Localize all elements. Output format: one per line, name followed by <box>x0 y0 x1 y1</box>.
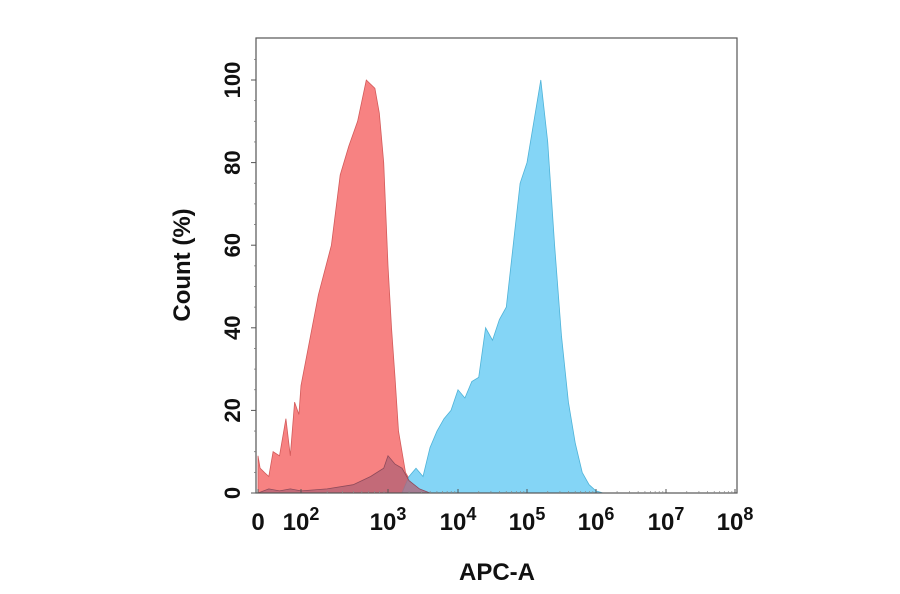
y-axis-title: Count (%) <box>169 208 196 321</box>
positive-histogram <box>401 79 604 494</box>
x-tick-label: 107 <box>648 504 685 536</box>
x-tick-label: 105 <box>509 504 546 536</box>
y-tick-label: 0 <box>220 487 245 499</box>
y-tick-label: 20 <box>220 398 245 422</box>
y-tick-label: 60 <box>220 233 245 257</box>
x-tick-label: 102 <box>283 504 320 536</box>
x-tick-label: 106 <box>578 504 615 536</box>
x-tick-label: 0 <box>251 509 264 536</box>
y-axis: 0 20 40 60 80 100 <box>220 58 256 499</box>
y-tick-label: 40 <box>220 316 245 340</box>
y-tick-label: 80 <box>220 150 245 174</box>
series-layer <box>257 79 604 494</box>
x-axis: 0 102 103 104 105 106 107 108 <box>251 489 753 536</box>
x-tick-label: 103 <box>370 504 407 536</box>
y-tick-label: 100 <box>220 62 245 99</box>
overlap-histogram <box>257 455 431 494</box>
negative-control-histogram <box>257 79 427 494</box>
x-tick-label: 108 <box>717 504 754 536</box>
x-tick-label: 104 <box>440 504 477 536</box>
x-axis-title: APC-A <box>459 559 535 586</box>
